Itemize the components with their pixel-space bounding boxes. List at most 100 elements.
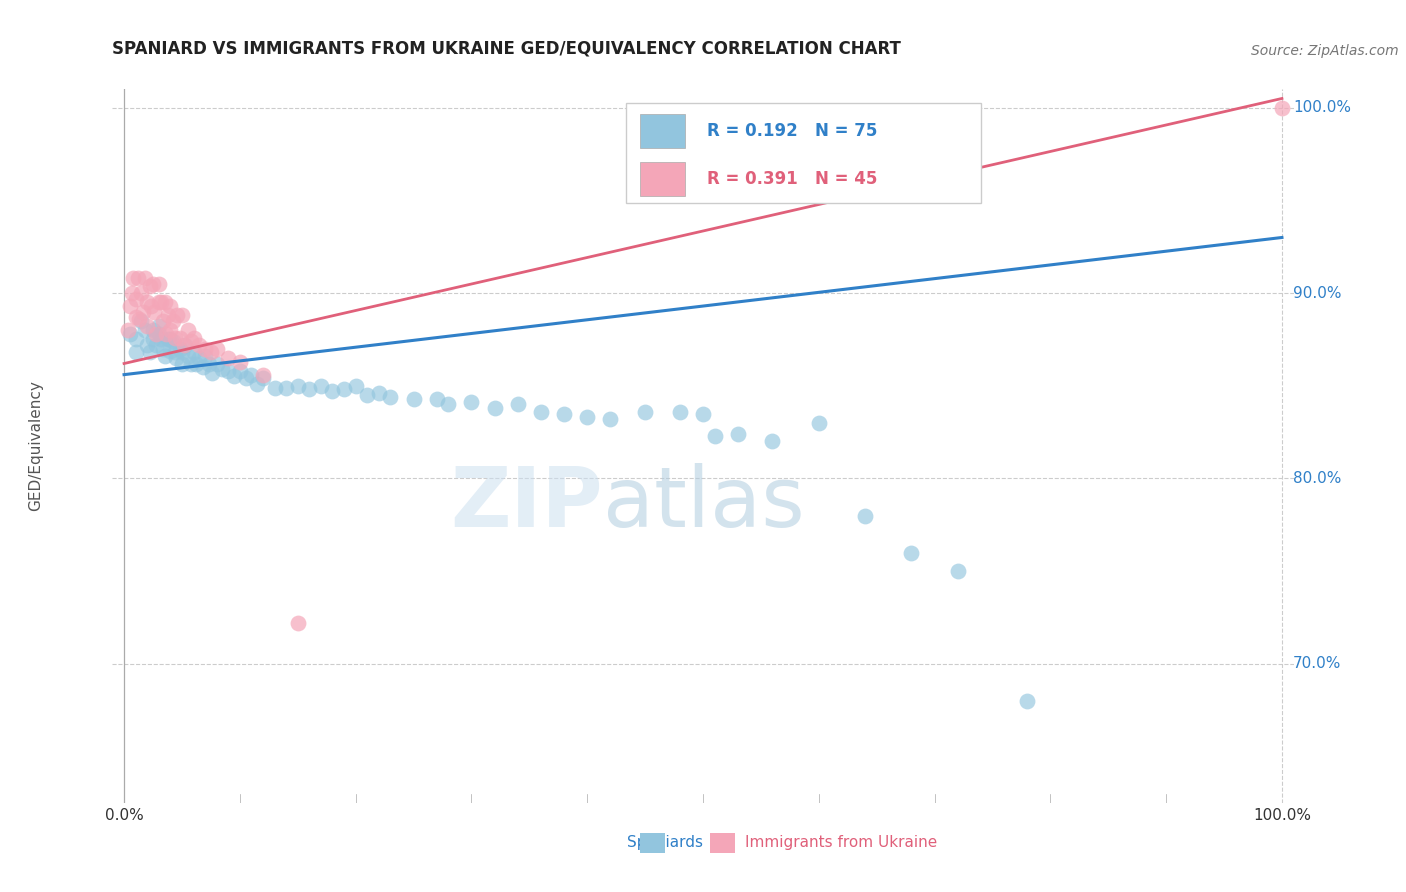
Point [287,615,309,630]
Point [173,338,195,352]
Point [153,349,176,363]
Text: ZIP: ZIP [450,463,603,543]
Point [276,381,298,395]
Point [124,333,146,347]
Text: GED/Equivalency: GED/Equivalency [28,381,44,511]
Point [344,378,367,392]
Point [163,330,186,344]
Point [333,383,356,397]
Bar [640,114,685,148]
Point [188,338,211,352]
Point [205,357,228,371]
Point [201,366,224,380]
Point [437,397,460,411]
Point [134,323,156,337]
Point [118,299,141,313]
Point [163,345,186,359]
Point [136,295,159,310]
Point [124,292,146,306]
Point [169,342,191,356]
Point [599,412,621,426]
Point [162,334,184,349]
Point [150,333,173,347]
Point [194,349,217,363]
Text: 100.0%: 100.0% [1294,100,1351,115]
Point [142,323,165,337]
Point [142,333,165,347]
Point [180,334,202,349]
Point [184,357,207,371]
Point [1271,101,1294,115]
Point [553,407,575,421]
Point [148,277,170,291]
Point [177,349,200,363]
Point [121,286,143,301]
Point [200,345,222,359]
Point [287,378,309,392]
Text: atlas: atlas [603,463,804,543]
Point [143,304,166,318]
Point [703,429,725,443]
Point [183,330,205,344]
Point [157,333,180,347]
Point [153,295,176,310]
Bar [626,103,980,203]
Point [118,326,141,341]
Point [127,271,149,285]
Point [155,326,177,341]
Point [191,360,214,375]
Point [217,351,239,365]
Point [530,405,553,419]
Point [166,309,188,323]
Point [159,323,181,337]
Point [194,342,217,356]
Point [134,271,156,285]
Point [183,345,205,359]
Point [159,333,181,347]
Point [252,371,274,385]
Point [309,378,332,392]
Text: Immigrants from Ukraine: Immigrants from Ukraine [745,836,938,850]
Point [165,351,187,365]
Point [148,319,170,334]
Text: 70.0%: 70.0% [1294,657,1341,672]
Point [807,416,830,430]
Point [380,390,402,404]
Point [576,410,599,425]
Point [122,271,145,285]
Point [136,319,159,334]
Text: 90.0%: 90.0% [1294,285,1341,301]
Point [145,338,167,352]
Point [142,277,165,291]
Point [180,357,202,371]
Text: 80.0%: 80.0% [1294,471,1341,486]
Text: SPANIARD VS IMMIGRANTS FROM UKRAINE GED/EQUIVALENCY CORRELATION CHART: SPANIARD VS IMMIGRANTS FROM UKRAINE GED/… [112,40,901,58]
Point [222,369,245,384]
Point [217,364,239,378]
Text: Spaniards: Spaniards [627,836,703,850]
Point [131,286,153,301]
Point [205,342,228,356]
Point [138,278,160,293]
Point [162,314,184,328]
Point [900,545,922,559]
Point [367,386,389,401]
Point [188,351,211,365]
Point [152,342,174,356]
Point [484,401,506,415]
Point [853,508,876,523]
Point [229,354,252,368]
Point [692,407,714,421]
Point [727,426,749,441]
Point [356,388,378,402]
Point [136,338,159,352]
Point [197,357,219,371]
Point [634,405,657,419]
Point [145,326,167,341]
Point [235,371,257,385]
Point [174,338,197,352]
Point [177,323,200,337]
Point [139,299,162,313]
Point [124,345,146,359]
Point [124,310,146,325]
